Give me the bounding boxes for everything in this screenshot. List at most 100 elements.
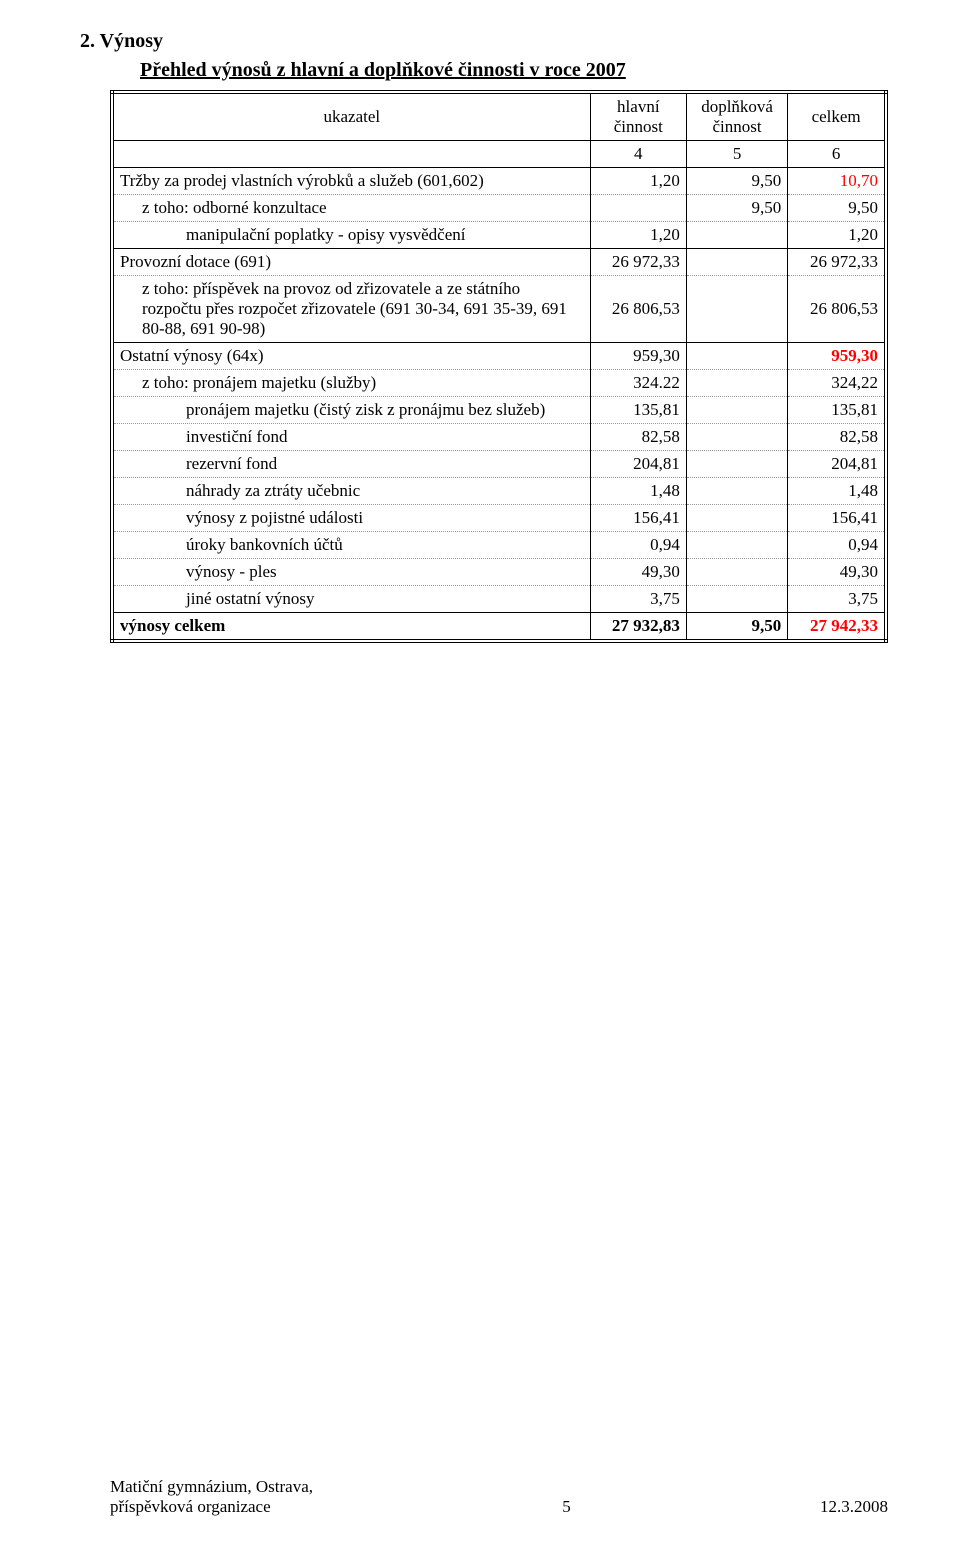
- total-value: 9,50: [686, 613, 787, 640]
- row-value: 26 806,53: [590, 276, 686, 343]
- row-value: 204,81: [590, 451, 686, 478]
- row-label: z toho: příspěvek na provoz od zřizovate…: [114, 276, 590, 343]
- row-value: 1,20: [590, 222, 686, 249]
- row-value: [686, 424, 787, 451]
- total-value: 27 932,83: [590, 613, 686, 640]
- table-row: úroky bankovních účtů0,940,94: [114, 532, 884, 559]
- row-value: 0,94: [788, 532, 884, 559]
- row-value: 82,58: [788, 424, 884, 451]
- colnum-5: 5: [686, 141, 787, 168]
- colnum-blank: [114, 141, 590, 168]
- row-value: [686, 478, 787, 505]
- table-row: z toho: příspěvek na provoz od zřizovate…: [114, 276, 884, 343]
- footer-org-line2: příspěvková organizace: [110, 1497, 313, 1517]
- table-row: náhrady za ztráty učebnic1,481,48: [114, 478, 884, 505]
- row-value: [686, 343, 787, 370]
- row-value: 9,50: [686, 168, 787, 195]
- table-header-row: ukazatel hlavní činnost doplňková činnos…: [114, 94, 884, 141]
- row-value: 135,81: [590, 397, 686, 424]
- row-value: 49,30: [590, 559, 686, 586]
- row-value: [686, 559, 787, 586]
- row-label: manipulační poplatky - opisy vysvědčení: [114, 222, 590, 249]
- table-outer-border: ukazatel hlavní činnost doplňková činnos…: [110, 90, 888, 643]
- row-value: 1,20: [590, 168, 686, 195]
- footer-page-number: 5: [313, 1497, 820, 1517]
- row-value: 82,58: [590, 424, 686, 451]
- page-footer: Matiční gymnázium, Ostrava, příspěvková …: [110, 1477, 888, 1517]
- row-value: [686, 276, 787, 343]
- row-value: 9,50: [686, 195, 787, 222]
- row-value: 26 972,33: [590, 249, 686, 276]
- total-value: 27 942,33: [788, 613, 884, 640]
- row-label: jiné ostatní výnosy: [114, 586, 590, 613]
- table-row: Ostatní výnosy (64x)959,30959,30: [114, 343, 884, 370]
- header-ukazatel: ukazatel: [114, 94, 590, 141]
- row-value: [686, 249, 787, 276]
- table-row: výnosy - ples49,3049,30: [114, 559, 884, 586]
- colnum-4: 4: [590, 141, 686, 168]
- row-value: 204,81: [788, 451, 884, 478]
- footer-org-line1: Matiční gymnázium, Ostrava,: [110, 1477, 313, 1497]
- total-label: výnosy celkem: [114, 613, 590, 640]
- section-heading: 2. Výnosy: [80, 30, 888, 53]
- table-row: investiční fond82,5882,58: [114, 424, 884, 451]
- row-value: 135,81: [788, 397, 884, 424]
- table-row: pronájem majetku (čistý zisk z pronájmu …: [114, 397, 884, 424]
- colnum-6: 6: [788, 141, 884, 168]
- row-label: pronájem majetku (čistý zisk z pronájmu …: [114, 397, 590, 424]
- section-title: Přehled výnosů z hlavní a doplňkové činn…: [140, 59, 888, 82]
- row-value: [686, 532, 787, 559]
- row-label: výnosy z pojistné události: [114, 505, 590, 532]
- row-value: 9,50: [788, 195, 884, 222]
- row-value: 26 972,33: [788, 249, 884, 276]
- table-row: výnosy z pojistné události156,41156,41: [114, 505, 884, 532]
- row-value: [590, 195, 686, 222]
- row-label: z toho: odborné konzultace: [114, 195, 590, 222]
- row-value: 10,70: [788, 168, 884, 195]
- row-value: 959,30: [788, 343, 884, 370]
- row-label: Ostatní výnosy (64x): [114, 343, 590, 370]
- row-label: z toho: pronájem majetku (služby): [114, 370, 590, 397]
- row-value: 1,20: [788, 222, 884, 249]
- row-label: Provozní dotace (691): [114, 249, 590, 276]
- revenue-table: ukazatel hlavní činnost doplňková činnos…: [114, 94, 884, 639]
- header-hlavni: hlavní činnost: [590, 94, 686, 141]
- row-value: 1,48: [590, 478, 686, 505]
- row-value: 3,75: [590, 586, 686, 613]
- row-value: 3,75: [788, 586, 884, 613]
- header-doplnkova: doplňková činnost: [686, 94, 787, 141]
- header-celkem: celkem: [788, 94, 884, 141]
- row-label: výnosy - ples: [114, 559, 590, 586]
- table-row: z toho: odborné konzultace 9,509,50: [114, 195, 884, 222]
- table-row: Provozní dotace (691)26 972,3326 972,33: [114, 249, 884, 276]
- row-label: úroky bankovních účtů: [114, 532, 590, 559]
- row-value: [686, 451, 787, 478]
- row-value: 156,41: [590, 505, 686, 532]
- table-total-row: výnosy celkem27 932,839,5027 942,33: [114, 613, 884, 640]
- table-row: rezervní fond204,81204,81: [114, 451, 884, 478]
- row-label: náhrady za ztráty učebnic: [114, 478, 590, 505]
- row-value: [686, 397, 787, 424]
- row-value: [686, 586, 787, 613]
- row-value: [686, 505, 787, 532]
- row-value: 1,48: [788, 478, 884, 505]
- row-label: investiční fond: [114, 424, 590, 451]
- table-row: Tržby za prodej vlastních výrobků a služ…: [114, 168, 884, 195]
- footer-left: Matiční gymnázium, Ostrava, příspěvková …: [110, 1477, 313, 1517]
- row-value: [686, 370, 787, 397]
- row-value: 49,30: [788, 559, 884, 586]
- page: 2. Výnosy Přehled výnosů z hlavní a dopl…: [0, 0, 960, 1545]
- row-label: Tržby za prodej vlastních výrobků a služ…: [114, 168, 590, 195]
- row-value: 959,30: [590, 343, 686, 370]
- table-row: manipulační poplatky - opisy vysvědčení1…: [114, 222, 884, 249]
- table-colnum-row: 4 5 6: [114, 141, 884, 168]
- row-value: 26 806,53: [788, 276, 884, 343]
- row-value: [686, 222, 787, 249]
- row-value: 324.22: [590, 370, 686, 397]
- row-value: 156,41: [788, 505, 884, 532]
- row-value: 324,22: [788, 370, 884, 397]
- footer-date: 12.3.2008: [820, 1497, 888, 1517]
- table-row: jiné ostatní výnosy3,753,75: [114, 586, 884, 613]
- row-value: 0,94: [590, 532, 686, 559]
- row-label: rezervní fond: [114, 451, 590, 478]
